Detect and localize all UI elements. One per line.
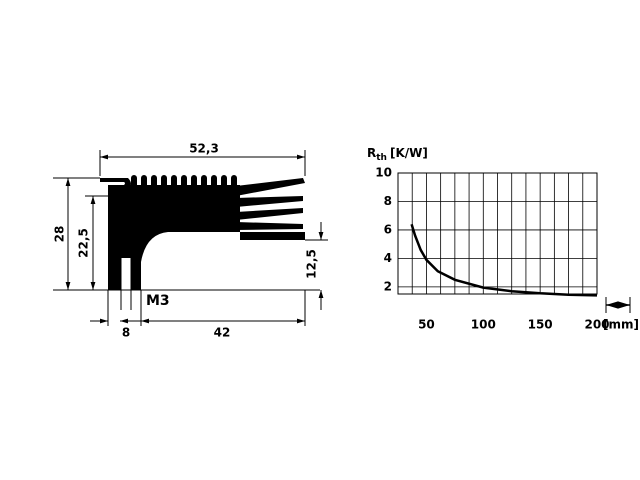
y-label-unit: [K/W] (390, 146, 428, 160)
y-tick-label: 2 (384, 279, 392, 293)
x-tick-label: 200 (584, 318, 609, 332)
x-tick-label: 50 (418, 318, 435, 332)
length-icon (605, 297, 631, 313)
data-line (410, 223, 598, 297)
x-axis-unit: [mm] (603, 318, 639, 332)
x-tick-label: 100 (471, 318, 496, 332)
dimension-label: 8 (122, 326, 130, 340)
y-tick-label: 4 (384, 251, 392, 265)
dimension-label: 42 (214, 326, 231, 340)
y-tick-label: 8 (384, 194, 392, 208)
dimension-label: 12,5 (305, 249, 319, 279)
chart: Rth [K/W] [mm] 2 4 6 8 10 50 100 150 200 (367, 146, 639, 332)
y-label-symbol: R (367, 146, 376, 160)
dimension-label: 22,5 (77, 228, 91, 258)
heatsink-profile (53, 175, 320, 291)
dimension-lines (53, 150, 328, 326)
dimension-label: 52,3 (189, 142, 219, 156)
y-axis-label: Rth [K/W] (367, 146, 428, 163)
dimension-label: M3 (146, 293, 170, 309)
y-tick-label: 10 (375, 166, 392, 180)
x-tick-label: 150 (528, 318, 553, 332)
dimension-label: 28 (53, 226, 67, 243)
y-tick-label: 6 (384, 222, 392, 236)
y-label-subscript: th (376, 153, 387, 163)
